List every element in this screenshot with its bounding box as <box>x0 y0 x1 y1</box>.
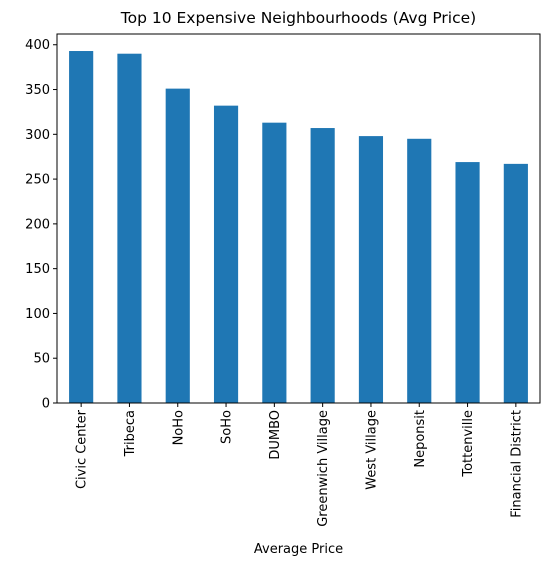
bar <box>117 53 142 403</box>
bar <box>165 88 190 404</box>
y-tick-label: 0 <box>42 397 50 412</box>
plot-area: 0 50 100 150 200 250 300 350 400 Civic Center Trib… <box>25 33 541 527</box>
bar <box>455 162 480 403</box>
y-tick-label: 100 <box>25 307 50 322</box>
axes-frame <box>56 33 541 404</box>
x-tick-label: NoHo <box>171 410 186 445</box>
x-tick-label: Neponsit <box>413 410 428 468</box>
y-tick-label: 350 <box>25 83 50 98</box>
bar <box>407 138 432 404</box>
x-tick-label: Tottenville <box>461 410 476 478</box>
y-tick-label: 200 <box>25 217 50 232</box>
y-tick-label: 50 <box>33 352 50 367</box>
x-tick-label: DUMBO <box>268 410 283 460</box>
chart-title: Top 10 Expensive Neighbourhoods (Avg Pri… <box>120 9 476 27</box>
bar <box>503 163 528 403</box>
x-tick-label: Financial District <box>509 410 524 518</box>
x-tick-label: Greenwich Village <box>316 410 331 527</box>
x-tick-label: SoHo <box>220 410 235 444</box>
y-tick-label: 250 <box>25 173 50 188</box>
y-tick-label: 400 <box>25 38 50 53</box>
bar <box>262 122 287 403</box>
x-tick-label: Tribeca <box>123 410 138 457</box>
x-tick-label: West Village <box>364 410 379 490</box>
bar <box>310 128 335 403</box>
y-tick-label: 150 <box>25 262 50 277</box>
bar <box>213 105 239 403</box>
x-tick-label: Civic Center <box>75 409 90 489</box>
y-tick-label: 300 <box>25 128 50 143</box>
x-axis-label: Average Price <box>254 542 343 557</box>
bar <box>358 136 384 404</box>
bar <box>69 51 94 403</box>
